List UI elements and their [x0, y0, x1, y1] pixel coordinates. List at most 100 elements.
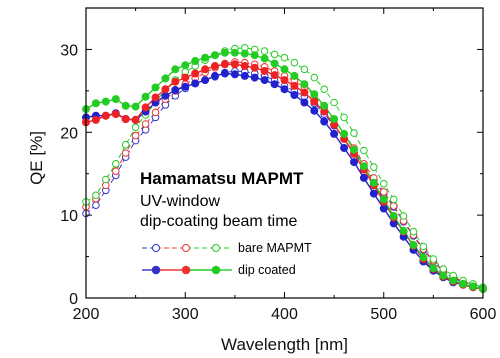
data-point — [250, 73, 259, 82]
data-point — [201, 65, 210, 74]
data-point — [121, 140, 130, 149]
data-point — [191, 57, 200, 66]
data-point — [220, 48, 229, 57]
data-point — [191, 69, 200, 78]
x-tick-label: 600 — [470, 306, 497, 323]
data-point — [310, 97, 319, 106]
data-point — [280, 85, 289, 94]
data-point — [131, 123, 140, 132]
data-point — [141, 103, 150, 112]
data-point — [181, 82, 190, 91]
data-point — [369, 178, 378, 187]
data-point — [340, 113, 348, 122]
data-point — [280, 76, 289, 85]
data-point — [111, 110, 120, 119]
x-tick-label: 300 — [172, 306, 199, 323]
data-point — [161, 74, 170, 83]
data-point — [379, 195, 388, 204]
data-point — [101, 111, 110, 120]
data-point — [380, 179, 388, 188]
data-point — [310, 73, 319, 82]
data-point — [230, 48, 239, 57]
data-point — [360, 146, 368, 155]
data-point — [419, 253, 428, 262]
data-point — [359, 162, 368, 171]
data-point — [409, 240, 418, 249]
data-point — [370, 163, 378, 171]
data-point — [330, 115, 339, 124]
data-point — [121, 115, 130, 124]
data-point — [260, 54, 269, 63]
data-point — [171, 86, 180, 95]
data-point — [220, 60, 229, 69]
legend-marker — [181, 265, 191, 275]
data-point — [330, 98, 338, 107]
data-point — [131, 102, 140, 111]
data-point — [349, 158, 358, 167]
legend-marker — [212, 244, 220, 252]
data-point — [112, 167, 120, 175]
data-point — [469, 282, 478, 291]
data-point — [240, 71, 249, 80]
data-point — [290, 81, 299, 90]
data-point — [389, 211, 398, 220]
data-point — [171, 65, 180, 74]
data-point — [91, 99, 100, 108]
data-point — [92, 191, 100, 200]
data-point — [121, 101, 130, 110]
data-point — [151, 93, 160, 102]
data-point — [449, 276, 458, 285]
data-point — [230, 60, 239, 69]
data-point — [300, 65, 309, 74]
data-point — [260, 76, 269, 85]
data-point — [429, 264, 438, 273]
legend-marker — [211, 265, 221, 275]
annotation-line-3: dip-coating beam time — [140, 213, 298, 230]
data-point — [250, 63, 259, 72]
data-point — [300, 80, 309, 89]
data-point — [389, 202, 398, 210]
data-point — [111, 95, 120, 104]
data-point — [210, 51, 219, 60]
data-point — [91, 115, 100, 124]
data-point — [359, 173, 368, 182]
y-tick-label: 10 — [60, 208, 78, 225]
data-point — [101, 97, 110, 106]
data-point — [260, 67, 269, 76]
data-point — [92, 201, 100, 209]
x-tick-label: 500 — [370, 306, 397, 323]
data-point — [141, 120, 150, 128]
data-point — [419, 242, 428, 251]
legend-marker — [182, 244, 190, 252]
data-point — [290, 58, 299, 67]
data-point — [330, 129, 339, 138]
data-point — [181, 73, 190, 82]
data-point — [439, 271, 448, 280]
data-point — [369, 189, 378, 198]
data-point — [191, 79, 200, 88]
annotation-line-2: UV-window — [140, 193, 220, 210]
data-point — [141, 92, 150, 101]
legend: bare MAPMT dip coated — [142, 241, 312, 277]
data-point — [290, 91, 299, 100]
data-point — [310, 106, 319, 115]
legend-entry-bare — [142, 244, 232, 252]
data-point — [220, 69, 229, 78]
legend-label-dip: dip coated — [238, 263, 296, 277]
data-point — [379, 204, 388, 213]
data-point — [320, 101, 329, 110]
data-point — [161, 85, 170, 94]
data-point — [429, 255, 438, 263]
axis-ticks — [85, 8, 484, 299]
data-point — [161, 91, 170, 100]
data-point — [121, 149, 130, 157]
data-point — [300, 98, 309, 107]
data-point — [201, 53, 210, 62]
data-point — [171, 77, 180, 86]
y-tick-label: 30 — [60, 42, 78, 59]
data-point — [310, 90, 319, 99]
legend-entry-dip — [142, 265, 232, 275]
data-point — [340, 143, 349, 152]
data-point — [102, 175, 110, 184]
